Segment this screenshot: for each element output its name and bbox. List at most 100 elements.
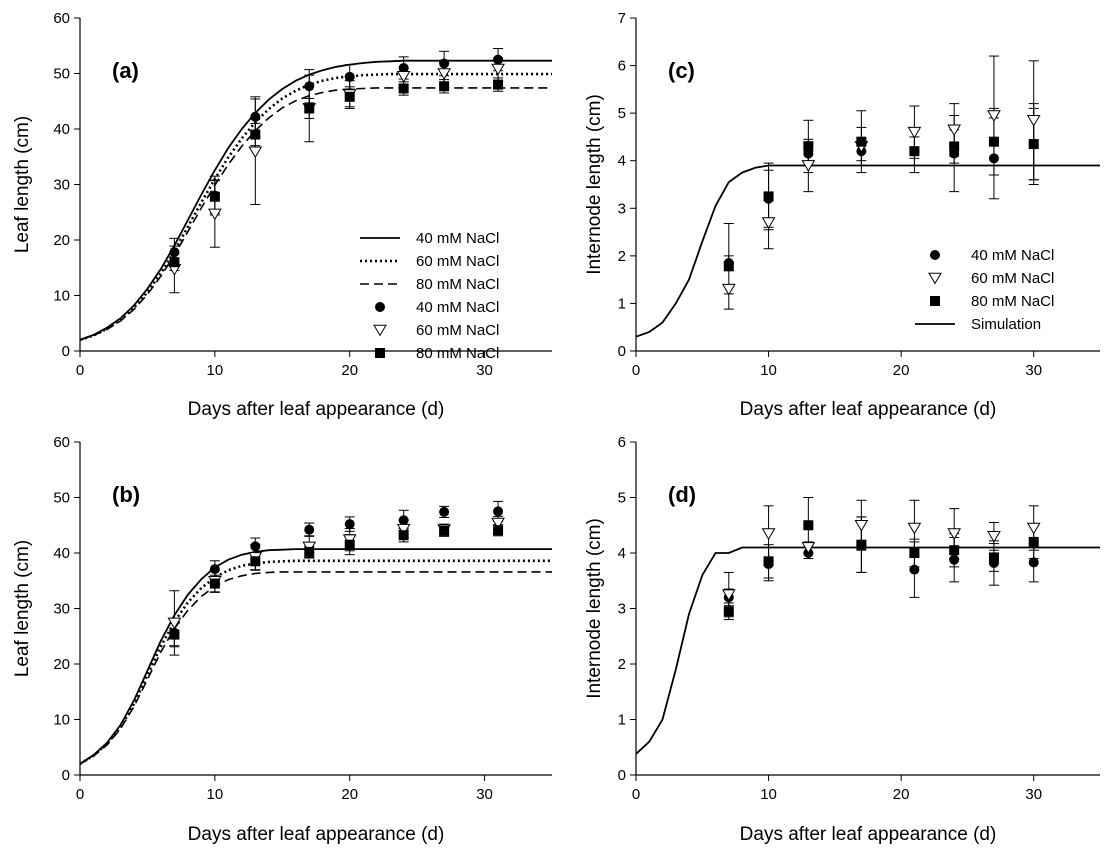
y-tick-label: 10 [53,712,70,729]
data-point-square [169,257,180,268]
data-point-triangle-down [987,531,1001,543]
y-tick-label: 0 [62,767,70,784]
data-point-circle [250,111,261,122]
y-tick-label: 1 [618,295,626,312]
data-point-triangle-down [801,542,816,554]
y-tick-label: 20 [53,232,70,249]
data-point-square [909,548,920,558]
data-point-circle [398,62,409,73]
data-point-circle [1028,557,1039,568]
y-tick-label: 0 [618,343,626,360]
y-tick-label: 60 [53,10,70,27]
data-point-square [209,578,220,589]
data-point-triangle-down [491,63,505,76]
y-tick-label: 3 [618,601,626,618]
data-point-square [250,556,261,567]
y-tick-label: 20 [53,656,70,673]
data-point-circle [439,58,450,69]
model-line-solid [79,59,552,341]
y-tick-label: 30 [53,177,70,194]
y-axis-title: Leaf length (cm) [12,116,33,253]
data-point-triangle-down [987,110,1001,122]
legend-marker-swatch [930,250,940,260]
data-point-triangle-down [1026,114,1041,127]
legend-entry-label: 60 mM NaCl [416,253,499,270]
data-point-square [398,530,409,541]
y-axis-title: Internode length (cm) [584,518,605,699]
legend-entry-label: 60 mM NaCl [416,322,499,339]
x-tick-label: 30 [476,362,493,379]
legend-marker-swatch [373,324,387,337]
x-tick-label: 0 [76,786,84,803]
data-point-square [723,261,734,272]
x-tick-label: 20 [341,786,358,803]
data-point-triangle-down [167,617,182,630]
y-axis-title: Internode length (cm) [584,94,605,275]
data-point-triangle-down [396,70,411,83]
data-point-circle [493,54,504,65]
legend-entry-label: 80 mM NaCl [416,345,499,362]
data-point-circle [988,153,999,164]
legend-entry-label: 40 mM NaCl [416,299,499,316]
y-tick-label: 3 [618,200,626,217]
data-point-square [723,606,734,617]
data-point-square [949,545,960,556]
x-axis-title: Days after leaf appearance (d) [740,824,997,845]
data-point-triangle-down [947,528,962,540]
legend-marker-swatch [928,272,942,285]
y-tick-label: 2 [618,656,626,673]
x-axis-title: Days after leaf appearance (d) [740,399,997,420]
panel-label: (d) [668,482,696,507]
data-point-triangle-down [801,160,816,172]
legend-entry-label: 40 mM NaCl [971,247,1054,264]
y-tick-label: 50 [53,490,70,507]
x-tick-label: 20 [893,786,910,803]
y-tick-label: 7 [618,10,626,27]
y-tick-label: 4 [618,545,626,562]
data-point-circle [344,71,355,82]
x-axis-title: Days after leaf appearance (d) [188,824,445,845]
legend-entry-label: 80 mM NaCl [416,276,499,293]
data-point-square [493,79,504,90]
y-tick-label: 50 [53,66,70,83]
model-line-solid [635,546,1100,755]
x-tick-label: 30 [1025,362,1042,379]
data-point-square [763,191,774,202]
y-tick-label: 0 [62,343,70,360]
data-point-circle [250,541,261,552]
data-point-square [1028,536,1039,547]
legend-entry-label: Simulation [971,316,1041,333]
panel-label: (b) [112,482,140,507]
model-line-dashed [79,571,552,765]
data-point-triangle-down [207,208,222,221]
y-tick-label: 4 [618,153,626,170]
data-point-square [398,83,409,94]
data-point-square [803,141,814,152]
x-tick-label: 30 [476,786,493,803]
model-line-dotted [79,559,552,766]
legend-marker-swatch [930,296,940,306]
chart-panel-2: 0 1 2 3 4 5 6 7 0 10 20 30 Days after leaf appearanc… [584,10,1100,420]
model-line-solid [635,164,1100,338]
data-point-square [803,520,814,531]
x-axis-title: Days after leaf appearance (d) [188,399,445,420]
y-tick-label: 10 [53,288,70,305]
data-point-square [304,546,315,557]
data-point-square [909,146,920,157]
x-tick-label: 0 [632,362,640,379]
data-point-circle [209,564,220,575]
y-tick-label: 2 [618,248,626,265]
data-point-square [344,539,355,550]
data-point-square [304,103,315,114]
data-point-square [493,525,504,536]
x-tick-label: 10 [760,786,777,803]
x-tick-label: 10 [207,786,224,803]
y-tick-label: 1 [618,712,626,729]
data-point-square [856,136,867,147]
data-point-triangle-down [491,517,505,530]
data-point-square [169,629,180,640]
y-tick-label: 30 [53,601,70,618]
x-tick-label: 20 [893,362,910,379]
data-point-square [439,81,450,92]
